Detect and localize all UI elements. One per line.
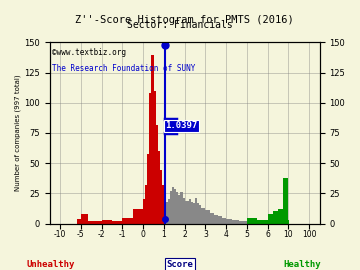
Text: 1.0397: 1.0397	[166, 121, 198, 130]
Bar	[189, 200, 191, 224]
Bar	[81, 214, 88, 224]
Bar	[180, 192, 183, 224]
Bar	[179, 195, 180, 224]
Bar	[95, 221, 102, 224]
Bar	[183, 198, 185, 224]
Bar	[187, 201, 189, 224]
Bar	[164, 196, 166, 224]
Bar	[218, 216, 222, 224]
Bar	[191, 202, 193, 224]
Bar	[278, 209, 283, 224]
Bar	[174, 188, 176, 224]
Bar	[172, 187, 174, 224]
Bar	[166, 202, 168, 224]
Text: Sector: Financials: Sector: Financials	[127, 20, 233, 30]
Bar	[170, 191, 172, 224]
Bar	[145, 185, 147, 224]
Bar	[247, 218, 257, 224]
Bar	[77, 219, 81, 224]
Y-axis label: Number of companies (997 total): Number of companies (997 total)	[15, 75, 22, 191]
Text: Unhealthy: Unhealthy	[26, 260, 75, 269]
Bar	[112, 221, 122, 224]
Bar	[147, 154, 149, 224]
Bar	[185, 201, 187, 224]
Bar	[206, 210, 210, 224]
Bar	[203, 208, 206, 224]
Bar	[88, 221, 95, 224]
Bar	[153, 91, 156, 224]
Bar	[193, 203, 195, 224]
Text: The Research Foundation of SUNY: The Research Foundation of SUNY	[53, 64, 196, 73]
Title: Z''-Score Histogram for PMTS (2016): Z''-Score Histogram for PMTS (2016)	[75, 15, 294, 25]
Bar	[273, 211, 278, 224]
Bar	[152, 55, 153, 224]
Bar	[149, 93, 152, 224]
Bar	[232, 220, 239, 224]
Bar	[199, 205, 201, 224]
Bar	[156, 124, 158, 224]
Bar	[102, 220, 112, 224]
Bar	[133, 209, 143, 224]
Bar	[257, 220, 267, 224]
Bar	[226, 219, 232, 224]
Bar	[168, 200, 170, 224]
Text: Score: Score	[167, 260, 193, 269]
Bar	[195, 198, 197, 224]
Bar	[143, 200, 145, 224]
Bar	[214, 215, 218, 224]
Bar	[210, 213, 214, 224]
Bar	[222, 218, 226, 224]
Bar	[283, 178, 288, 224]
Text: ©www.textbiz.org: ©www.textbiz.org	[53, 48, 126, 57]
Bar	[201, 208, 203, 224]
Bar	[239, 221, 247, 224]
Bar	[122, 218, 133, 224]
Bar	[160, 170, 162, 224]
Bar	[267, 214, 273, 224]
Text: Healthy: Healthy	[284, 260, 321, 269]
Bar	[162, 185, 164, 224]
Bar	[158, 151, 160, 224]
Bar	[176, 192, 179, 224]
Bar	[197, 203, 199, 224]
